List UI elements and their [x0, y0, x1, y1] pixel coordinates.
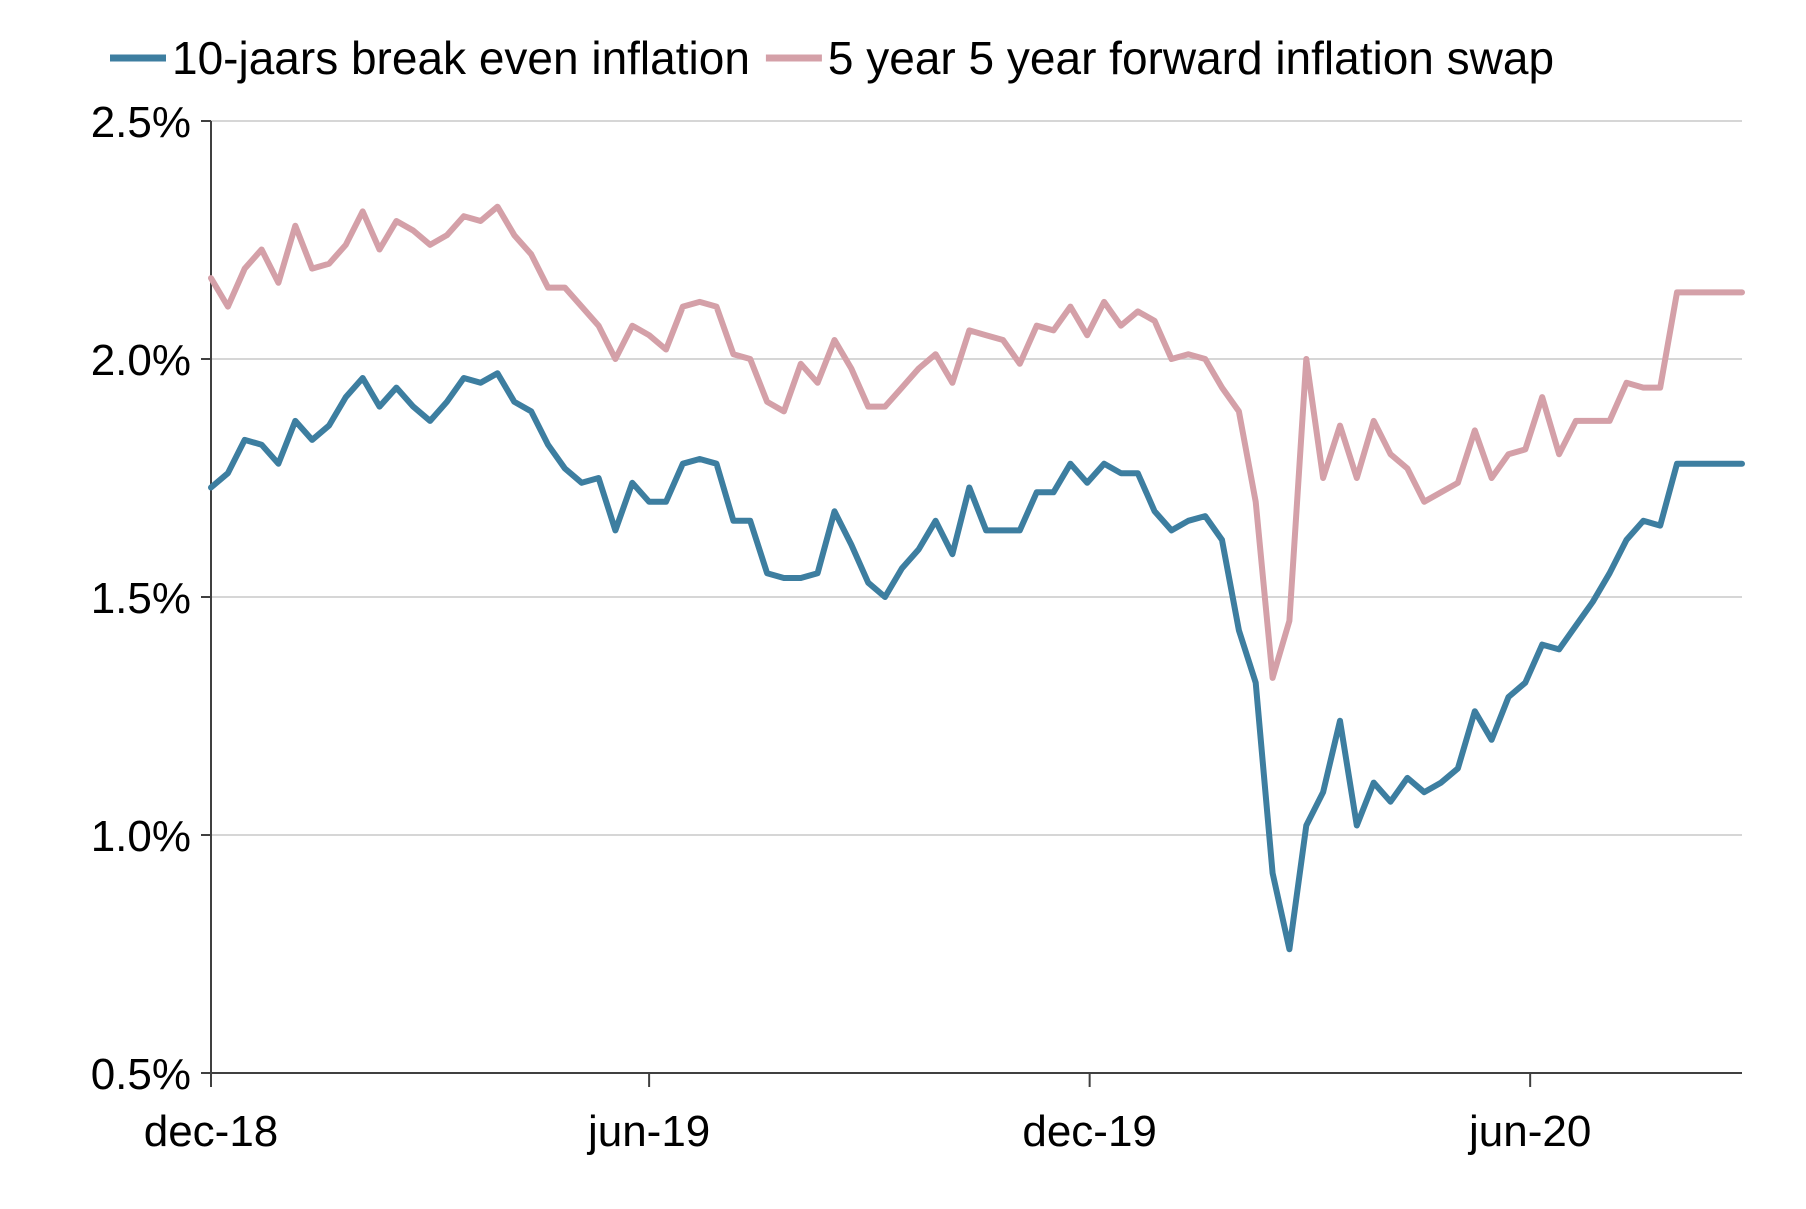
- y-tick-label: 1.5%: [91, 574, 191, 623]
- x-axis-ticks: dec-18 jun-19 dec-19 jun-20: [144, 1073, 1591, 1156]
- legend: 10-jaars break even inflation 5 year 5 ye…: [110, 32, 1554, 84]
- y-tick-label: 2.5%: [91, 98, 191, 147]
- legend-label-2: 5 year 5 year forward inflation swap: [828, 32, 1554, 84]
- y-tick-label: 1.0%: [91, 812, 191, 861]
- y-tick-label: 2.0%: [91, 336, 191, 385]
- legend-label-1: 10-jaars break even inflation: [172, 32, 750, 84]
- series-line-2: [208, 203, 1745, 681]
- series-lines: [208, 203, 1745, 953]
- gridlines: [211, 120, 1742, 836]
- x-tick-label: dec-19: [1022, 1107, 1157, 1156]
- y-tick-label: 0.5%: [91, 1050, 191, 1099]
- x-tick-label: jun-19: [586, 1107, 710, 1156]
- x-tick-label: dec-18: [144, 1107, 279, 1156]
- y-axis-ticks: 0.5% 1.0% 1.5% 2.0% 2.5%: [91, 98, 211, 1099]
- series-line-1: [208, 370, 1745, 953]
- x-tick-label: jun-20: [1467, 1107, 1591, 1156]
